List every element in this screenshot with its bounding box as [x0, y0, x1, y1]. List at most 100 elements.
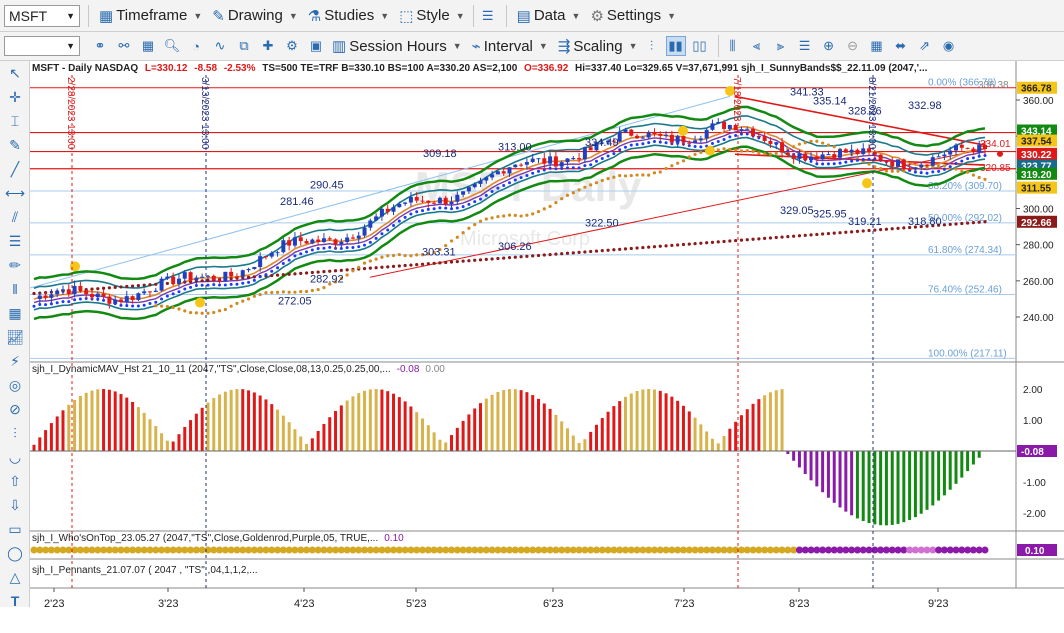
gauge-icon[interactable]: ◔	[192, 38, 200, 54]
arrow-up-icon[interactable]: ⇧	[9, 472, 21, 489]
interval-menu[interactable]: ⌁ Interval ▼	[472, 37, 548, 56]
text-cursor-icon[interactable]: ⌶	[10, 112, 20, 129]
tool-icon[interactable]: ✎	[9, 136, 21, 153]
layout-stack-icon[interactable]: ☰	[798, 38, 811, 53]
trendline-icon[interactable]: ╱	[10, 160, 20, 177]
triangle-icon[interactable]: △	[9, 568, 21, 585]
layout-icon[interactable]: ☰	[481, 7, 494, 23]
long-ma-dot	[281, 273, 285, 277]
date-axis-label: 9'23	[928, 598, 948, 610]
eye-icon[interactable]: ◉	[942, 38, 955, 53]
candlestick-icon[interactable]: ▮▮	[665, 36, 686, 56]
pencil-icon[interactable]: ✏	[9, 256, 21, 273]
scaling-menu[interactable]: ⇶ Scaling ▼	[558, 37, 638, 56]
add-chart-icon[interactable]: ⇗	[919, 38, 930, 53]
studies-menu[interactable]: ⚗ Studies ▼	[308, 7, 389, 25]
rectangle-icon[interactable]: ▭	[8, 520, 22, 537]
candle-body	[455, 194, 460, 202]
arc-icon[interactable]: ◡	[8, 448, 22, 465]
grid-icon[interactable]: ▦	[141, 38, 155, 53]
cycle-icon[interactable]: ⊘	[9, 400, 21, 417]
whos-on-top-dot	[616, 546, 624, 554]
zoom-out-icon[interactable]: ⊖	[847, 38, 858, 53]
short-ma-dot	[699, 145, 703, 149]
chart-canvas[interactable]: MSFT - Daily NASDAQ L=330.12 -8.58 -2.53…	[29, 61, 1064, 630]
short-ma-dot	[287, 258, 291, 262]
vertical-lines-icon[interactable]: ‖	[12, 281, 18, 297]
ellipse-icon[interactable]: ◯	[7, 544, 23, 561]
zoom-in-icon[interactable]: ⊕	[823, 38, 834, 53]
long-ma-dot	[803, 233, 807, 237]
style-menu[interactable]: ⬚ Style ▼	[399, 7, 464, 25]
chart-type-icon[interactable]: ⧉	[239, 38, 249, 53]
drawing-menu[interactable]: ✎ Drawing ▼	[212, 7, 298, 25]
candle-body	[959, 144, 964, 148]
symbol-input[interactable]: ▼	[4, 36, 80, 56]
mid-ma-dot	[264, 291, 268, 295]
expand-icon[interactable]: ⫸	[776, 38, 785, 53]
mid-ma-dot	[426, 252, 430, 256]
volume-bars-icon[interactable]: ⫼	[729, 38, 736, 53]
zoom-data-icon[interactable]: 🔍︎	[163, 38, 181, 53]
long-ma-dot	[206, 278, 210, 282]
histogram-bar	[334, 411, 338, 451]
chart-window[interactable]: MSFT - Daily NASDAQ L=330.12 -8.58 -2.53…	[29, 61, 1064, 630]
price-label: 272.05	[278, 295, 312, 307]
whos-on-top-title: sjh_I_Who'sOnTop_23.05.27 (2047,"TS",Clo…	[32, 533, 378, 544]
crosshair-icon[interactable]: ✛	[9, 88, 21, 105]
long-ma-dot	[484, 257, 488, 261]
studies-label: Studies	[324, 7, 375, 24]
histogram-bar	[815, 451, 819, 487]
long-ma-dot	[890, 227, 894, 231]
data-menu[interactable]: ▤ Data ▼	[517, 7, 581, 25]
strategy-icon[interactable]: ▣	[309, 38, 323, 53]
bars-icon[interactable]: ⫶	[13, 424, 17, 441]
grid-icon[interactable]: ▦	[8, 304, 22, 321]
histogram-bar	[774, 390, 778, 451]
compress-icon[interactable]: ⫷	[752, 38, 761, 53]
long-ma-dot	[850, 230, 854, 234]
mid-ma-dot	[432, 250, 436, 254]
symbol-select[interactable]: MSFT ▼	[4, 4, 80, 27]
histogram-bar	[879, 451, 883, 526]
fan-icon[interactable]: ⚡︎	[10, 352, 20, 369]
text-tool-icon[interactable]: T	[10, 593, 20, 609]
candle-body	[675, 136, 680, 143]
session-hours-menu[interactable]: ▥ Session Hours ▼	[332, 37, 462, 56]
cursor-icon[interactable]: ✚	[262, 38, 274, 53]
short-ma-dot	[919, 171, 923, 175]
price-label: 322.50	[585, 218, 619, 230]
circle-spiral-icon[interactable]: ◎	[8, 376, 22, 393]
arrow-down-icon[interactable]: ⇩	[9, 496, 21, 513]
fib-icon[interactable]: ☰	[8, 232, 22, 249]
long-ma-dot	[362, 266, 367, 271]
settings-menu[interactable]: ⚙ Settings ▼	[590, 7, 676, 25]
mid-ma-dot	[565, 193, 570, 197]
bar-chart-icon[interactable]: ⫶	[649, 38, 654, 53]
mid-ma-dot	[415, 253, 419, 257]
wave-icon[interactable]: ∿	[214, 38, 226, 53]
symbol-value: MSFT	[9, 7, 48, 24]
short-ma-dot	[165, 294, 169, 298]
component-icon[interactable]: ⚙	[286, 38, 298, 53]
scroll-icon[interactable]: ⬌	[895, 38, 906, 53]
histogram-bar	[705, 431, 709, 451]
vertical-date-label: 8/21/2023 13:00	[866, 77, 877, 150]
pointer-icon[interactable]: ↖	[9, 64, 21, 81]
mid-ma-dot	[803, 141, 807, 145]
long-ma-dot	[722, 239, 726, 244]
short-ma-dot	[937, 169, 941, 173]
table-icon[interactable]: ▦	[870, 38, 883, 53]
histogram-bar	[606, 411, 610, 451]
link-icon[interactable]: ⚭	[94, 38, 106, 53]
short-ma-dot	[913, 170, 917, 174]
whos-on-top-dot	[627, 546, 635, 554]
timeframe-menu[interactable]: ▦ Timeframe ▼	[99, 7, 202, 25]
hollow-candle-icon[interactable]: ▯▯	[692, 38, 707, 53]
horizontal-line-icon[interactable]: ⟷	[4, 184, 26, 201]
chart-icon[interactable]: 📈︎	[6, 328, 24, 345]
whos-on-top-dot	[743, 546, 751, 554]
channel-icon[interactable]: ⫽	[11, 208, 19, 225]
link-alt-icon[interactable]: ⚯	[118, 38, 130, 53]
whos-on-top-dot	[749, 546, 757, 554]
